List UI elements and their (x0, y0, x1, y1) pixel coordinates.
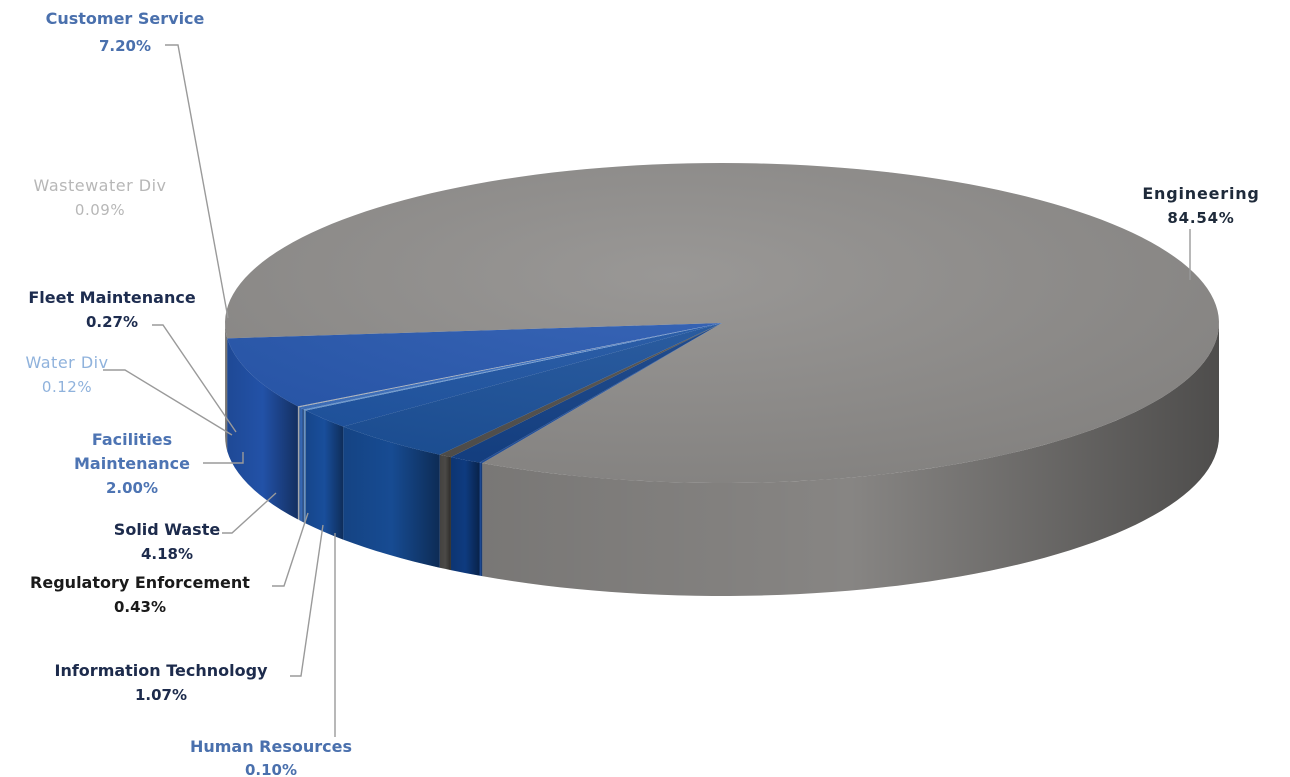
slice-side-shade-facilities-maintenance (305, 410, 344, 540)
label-customer-service: Customer Service 7.20% (46, 9, 205, 55)
label-value-information-technology: 1.07% (135, 686, 187, 704)
label-wastewater-div: Wastewater Div 0.09% (34, 176, 167, 219)
label-name-regulatory-enforcement: Regulatory Enforcement (30, 573, 250, 592)
label-value-fleet-maintenance: 0.27% (86, 313, 138, 331)
pie-top-sheen (225, 163, 1219, 483)
leader-line-facilities-maintenance (203, 452, 244, 464)
leader-line-solid-waste (222, 492, 277, 534)
leader-line-regulatory-enforcement (272, 512, 309, 587)
leader-line-fleet-maintenance (152, 324, 237, 433)
label-value-wastewater-div: 0.09% (75, 201, 125, 219)
label-facilities-maintenance: Facilities Maintenance 2.00% (74, 430, 190, 497)
leader-lines (103, 44, 1191, 737)
slice-side-shade-engineering (482, 323, 1220, 596)
label-engineering: Engineering 84.54% (1142, 184, 1259, 227)
label-name-solid-waste: Solid Waste (114, 520, 221, 539)
label-value-water-div: 0.12% (42, 378, 92, 396)
leader-line-customer-service (165, 44, 229, 319)
label-solid-waste: Solid Waste 4.18% (114, 520, 221, 563)
label-value-customer-service: 7.20% (99, 37, 151, 55)
label-value-facilities-maintenance: 2.00% (106, 479, 158, 497)
label-name-fleet-maintenance: Fleet Maintenance (28, 288, 195, 307)
slice-side-shade-fleet-maintenance (299, 407, 304, 523)
label-value-regulatory-enforcement: 0.43% (114, 598, 166, 616)
label-value-solid-waste: 4.18% (141, 545, 193, 563)
slice-side-shade-human-resources (479, 462, 483, 577)
leader-line-water-div (103, 369, 233, 436)
slice-side-shade-information-technology (450, 457, 480, 576)
pie-side-walls (225, 323, 1220, 596)
slice-side-shade-water-div (303, 409, 306, 524)
label-name-information-technology: Information Technology (55, 661, 269, 680)
label-regulatory-enforcement: Regulatory Enforcement 0.43% (30, 573, 250, 616)
pie-top-slices (225, 163, 1219, 483)
label-name-wastewater-div: Wastewater Div (34, 176, 167, 195)
label-name-customer-service: Customer Service (46, 9, 205, 28)
label-value-human-resources: 0.10% (245, 761, 297, 777)
leader-line-information-technology (290, 524, 324, 677)
label-water-div: Water Div 0.12% (25, 353, 108, 396)
label-name-line2-facilities-maintenance: Maintenance (74, 454, 190, 473)
slice-side-shade-regulatory-enforcement (439, 454, 451, 571)
slice-side-shade-wastewater-div (297, 406, 300, 521)
label-name-engineering: Engineering (1142, 184, 1259, 203)
slice-side-shade-customer-service (227, 338, 298, 520)
slice-side-shade-solid-waste (343, 426, 440, 568)
label-human-resources: Human Resources 0.10% (190, 737, 352, 777)
label-fleet-maintenance: Fleet Maintenance 0.27% (28, 288, 195, 331)
label-name-water-div: Water Div (25, 353, 108, 372)
label-information-technology: Information Technology 1.07% (55, 661, 269, 704)
label-name-line1-facilities-maintenance: Facilities (92, 430, 172, 449)
label-name-human-resources: Human Resources (190, 737, 352, 756)
label-value-engineering: 84.54% (1167, 209, 1234, 227)
slice-labels: Engineering 84.54% Human Resources 0.10% Inf… (25, 9, 1259, 777)
